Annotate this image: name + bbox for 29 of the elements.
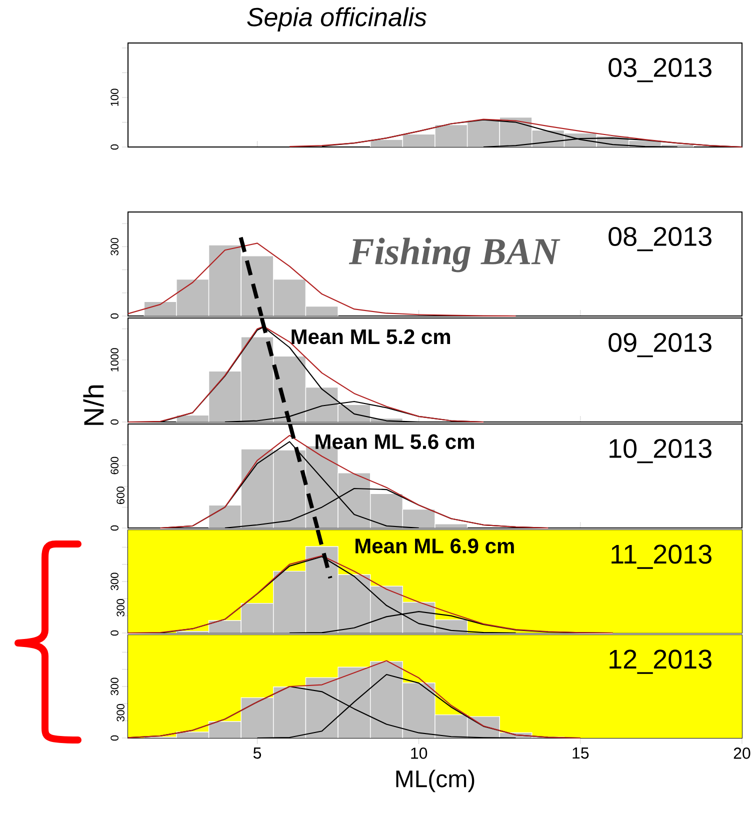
annotation: Mean ML 5.6 cm [316, 434, 474, 450]
y-axis-title: N/h [83, 385, 104, 425]
chart-subtitle: 11_2013 [612, 544, 712, 569]
chart-subtitle: 12_2013 [610, 650, 712, 674]
y-tick-label: 0 [110, 735, 118, 741]
y-tick-label: 300 [110, 572, 118, 590]
y-tick-label: 0 [110, 630, 118, 636]
annotation: Mean ML 5.2 cm [292, 329, 450, 344]
x-axis-title: ML(cm) [396, 770, 474, 792]
y-tick-label: 600 [110, 456, 118, 474]
y-tick-label: 0 [110, 313, 118, 319]
annotation: Fishing BAN [348, 238, 560, 272]
annotation: Mean ML 6.9 cm [356, 538, 514, 554]
y-tick-label: 0 [110, 144, 118, 150]
y-tick-label: 300 [110, 678, 118, 696]
text: 09_2013 [608, 332, 712, 358]
text: 08_2013 [608, 226, 712, 252]
chart-title: Sepia officinalis [247, 7, 426, 32]
y-tick-label: 0 [110, 419, 118, 425]
y-tick-label: 0 [110, 525, 118, 531]
text: 03_2013 [608, 58, 712, 82]
text: 10_2013 [610, 438, 712, 464]
x-tick-label: 10 [411, 748, 428, 759]
x-tick-label: 15 [572, 748, 589, 759]
y-tick-label: 1000 [110, 348, 118, 372]
x-tick-label: 20 [734, 748, 750, 759]
y-tick-label: 100 [110, 88, 118, 106]
x-tick-label: 5 [253, 748, 262, 759]
y-tick-label: 300 [110, 238, 118, 256]
